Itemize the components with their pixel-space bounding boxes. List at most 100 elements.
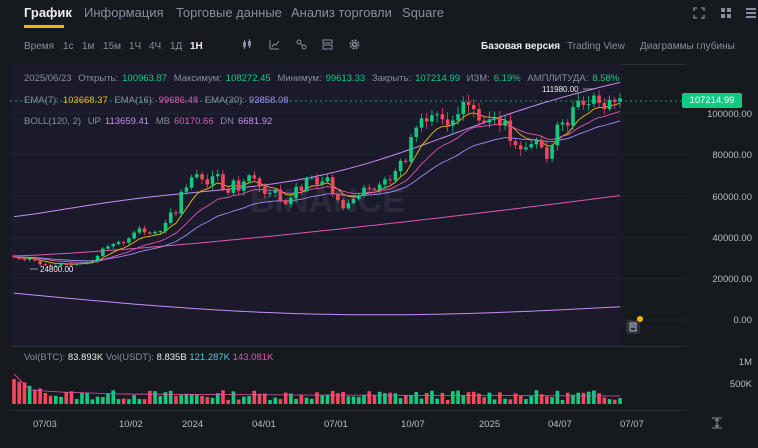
volume-bar [367,391,372,404]
amplitude-label: АМПЛИТУДА: [527,73,589,84]
x-tick-1: 10/02 [119,419,143,430]
volume-bar [424,392,429,404]
volume-bar [555,390,560,404]
volume-bar [74,398,79,404]
interval-1w[interactable]: 1Н [190,41,203,52]
volume-bar [597,393,601,404]
notification-dot [637,316,643,322]
boll-info: BOLL(120, 2) UP 113659.41 MB 60170.66 DN 66… [24,116,276,127]
candle-body [116,242,121,244]
volume-bar [304,397,309,404]
candle-body [168,212,173,223]
x-tick-5: 10/07 [401,419,425,430]
interval-1h[interactable]: 1Ч [129,41,142,52]
indicator-icon[interactable] [269,39,280,53]
boll-dn-value: 6681.92 [237,116,273,127]
ema30-label: EMA(30): [204,95,245,106]
price-tick-40000: 40000.00 [712,233,752,244]
notes-icon[interactable] [626,320,640,334]
volume-bar [137,398,142,404]
volume-bar [336,393,340,404]
candle-body [59,264,63,266]
volume-bar [419,398,424,404]
price-chart[interactable]: BINANCE 111980.00 24800.00 [0,64,690,346]
interval-1d[interactable]: 1Д [170,41,183,52]
volume-bar [618,398,622,404]
candle-body [90,261,95,263]
settings-icon[interactable] [349,39,360,53]
volume-bar [356,396,361,404]
volume-bar [231,391,236,404]
candle-body [341,200,345,209]
close-label: Закрыть: [371,73,412,84]
candle-body [592,95,596,104]
grid-view-icon[interactable] [719,7,733,21]
layout-icon[interactable] [322,39,333,53]
interval-4h[interactable]: 4Ч [149,41,162,52]
volume-bar [529,396,533,404]
candle-body [482,120,486,123]
volume-bar [524,398,528,404]
candle-body [607,99,612,110]
view-basic[interactable]: Базовая версия [481,41,561,52]
boll-label: BOLL(120, 2) [24,116,82,127]
boll-mb-value: 60170.66 [173,116,214,127]
price-tick-0: 0.00 [733,315,753,326]
list-view-icon[interactable] [744,7,758,21]
volume-bar [195,394,199,404]
volume-bar [393,393,398,404]
x-tick-4: 07/01 [324,419,348,430]
view-depth[interactable]: Диаграммы глубины [640,41,735,52]
tab-chart[interactable]: График [24,5,72,20]
view-tradingview[interactable]: Trading View [567,41,625,52]
scale-toggle-icon[interactable] [710,416,724,433]
candle-type-icon[interactable] [242,39,253,53]
amplitude-value: 8.58% [592,73,620,84]
volume-bar [592,390,596,404]
interval-15m[interactable]: 15м [103,41,121,52]
drawing-icon[interactable] [296,39,307,53]
x-tick-2: 2024 [182,419,204,430]
interval-1s[interactable]: 1с [63,41,74,52]
interval-1m[interactable]: 1м [82,41,95,52]
candle-body [597,95,601,103]
vol-btc-label: Vol(BTC): [24,352,66,363]
candle-body [121,242,126,244]
volume-bar [456,390,460,404]
volume-bar [106,393,110,404]
tab-trading-data[interactable]: Торговые данные [176,5,282,20]
volume-bar [59,396,63,404]
tab-square[interactable]: Square [402,5,444,20]
candle-body [325,177,330,182]
volume-bar [581,392,586,404]
candle-body [445,119,450,126]
volume-bar [221,390,225,404]
volume-bar [205,397,210,404]
volume-bar [69,391,74,404]
candle-body [393,171,398,181]
change-value: 6.19% [493,73,521,84]
volume-bar [142,399,147,404]
volume-info: Vol(BTC): 83.893K Vol(USDT): 8.835B 121.… [24,352,273,363]
candle-body [38,260,42,265]
volume-bar [320,395,325,404]
volume-bar [539,394,544,404]
tab-trading-analysis[interactable]: Анализ торговли [291,5,392,20]
candle-body [550,145,554,159]
candle-body [200,174,204,180]
candle-body [539,140,544,148]
expand-icon[interactable] [692,7,706,21]
volume-bar [503,398,507,404]
tab-info[interactable]: Информация [84,5,164,20]
volume-bar [294,398,298,404]
volume-bar [482,397,486,404]
volume-ma-line [13,373,621,397]
volume-bar [116,399,121,404]
volume-bar [158,396,163,404]
volume-bar [101,397,105,404]
open-label: Открыть: [78,73,119,84]
candle-body [529,144,533,148]
close-value: 107214.99 [415,73,460,84]
volume-bar [257,393,262,404]
candle-body [346,203,351,209]
